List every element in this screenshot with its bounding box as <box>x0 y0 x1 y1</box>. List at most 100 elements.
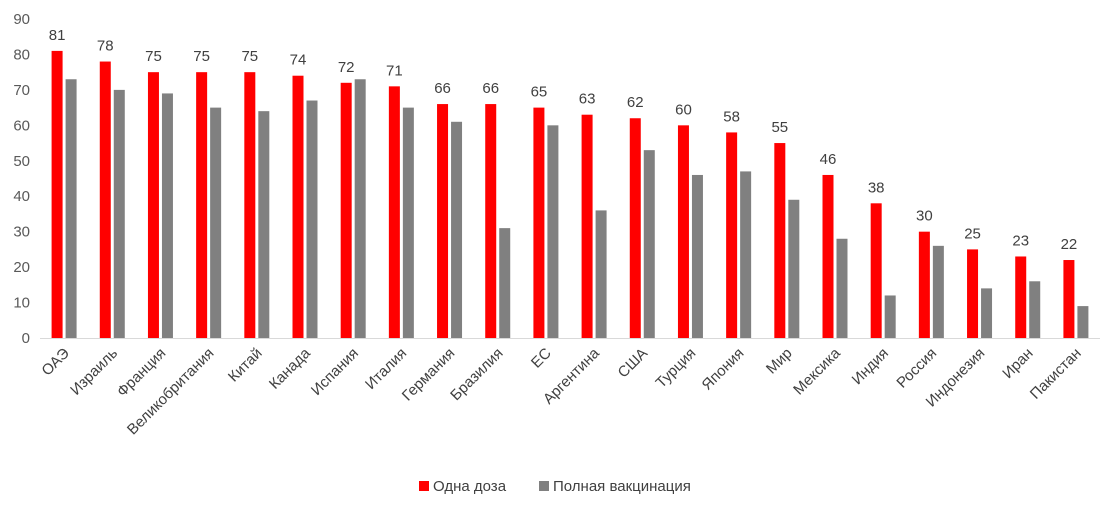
y-tick-label: 50 <box>13 153 30 170</box>
bar-full-vaccination <box>884 295 896 338</box>
legend: Одна доза Полная вакцинация <box>419 478 691 495</box>
bar-full-vaccination <box>306 100 318 339</box>
legend-label-one-dose: Одна доза <box>433 478 507 495</box>
category-label: Китай <box>225 345 266 386</box>
data-label: 78 <box>97 38 114 55</box>
y-tick-label: 0 <box>22 330 30 347</box>
data-label: 60 <box>675 101 692 118</box>
category-label: Мир <box>763 345 796 378</box>
bar-full-vaccination <box>65 79 77 338</box>
category-label: США <box>615 345 651 381</box>
category-label: Иран <box>999 345 1036 382</box>
legend-swatch-one-dose <box>419 481 429 491</box>
category-label: Турция <box>653 345 700 392</box>
category-label: ЕС <box>528 345 555 372</box>
data-label: 71 <box>386 62 403 79</box>
category-label: Бразилия <box>447 345 506 404</box>
bar-full-vaccination <box>161 93 173 338</box>
category-label: Пакистан <box>1027 345 1085 403</box>
data-label: 75 <box>193 48 210 65</box>
category-label: Россия <box>893 345 940 392</box>
data-label: 65 <box>531 84 548 101</box>
bar-full-vaccination <box>451 121 463 339</box>
y-axis: 0 10 20 30 40 50 60 70 80 90 <box>13 11 30 347</box>
bar-one-dose <box>774 143 786 338</box>
bar-full-vaccination <box>547 125 559 338</box>
y-tick-label: 20 <box>13 259 30 276</box>
category-label: Италия <box>362 345 410 393</box>
category-label: Канада <box>266 344 314 392</box>
bar-full-vaccination <box>643 150 655 338</box>
bar-full-vaccination <box>788 199 800 338</box>
data-label: 66 <box>482 80 499 97</box>
y-tick-label: 80 <box>13 46 30 63</box>
bar-full-vaccination <box>402 107 414 338</box>
data-label: 46 <box>820 151 837 168</box>
category-label: Израиль <box>67 345 121 399</box>
bar-full-vaccination <box>595 210 607 338</box>
bar-full-vaccination <box>740 171 752 338</box>
data-label: 25 <box>964 225 981 242</box>
bar-one-dose <box>340 82 352 338</box>
data-label: 55 <box>771 119 788 136</box>
bar-full-vaccination <box>1029 281 1041 338</box>
bar-full-vaccination <box>354 79 366 338</box>
y-tick-label: 10 <box>13 295 30 312</box>
data-label: 30 <box>916 208 933 225</box>
bar-full-vaccination <box>258 111 270 339</box>
data-label: 75 <box>241 48 258 65</box>
bar-one-dose <box>147 72 159 339</box>
data-labels-group: 81 78 75 75 75 74 72 71 66 66 65 63 62 60 58 55 46 38 30 25… <box>49 27 1078 253</box>
legend-label-full-vaccination: Полная вакцинация <box>553 478 691 495</box>
bar-full-vaccination <box>113 89 125 338</box>
bar-one-dose <box>870 203 882 338</box>
category-label: Индия <box>849 345 892 388</box>
data-label: 66 <box>434 80 451 97</box>
data-label: 62 <box>627 94 644 111</box>
legend-swatch-full-vaccination <box>539 481 549 491</box>
bar-one-dose <box>485 104 497 338</box>
data-label: 23 <box>1012 232 1029 249</box>
bar-one-dose <box>437 104 449 338</box>
category-label: Япония <box>699 345 748 394</box>
bar-full-vaccination <box>836 238 848 338</box>
bar-one-dose <box>726 132 738 338</box>
y-tick-label: 90 <box>13 11 30 28</box>
data-label: 72 <box>338 59 355 76</box>
bar-one-dose <box>196 72 208 339</box>
data-label: 38 <box>868 179 885 196</box>
data-label: 74 <box>290 52 307 69</box>
bar-one-dose <box>99 61 111 339</box>
bar-one-dose <box>1063 260 1075 338</box>
bar-one-dose <box>581 114 593 338</box>
data-label: 63 <box>579 91 596 108</box>
bars-group <box>51 50 1089 339</box>
category-label: Великобритания <box>124 345 217 438</box>
bar-one-dose <box>822 174 834 338</box>
bar-one-dose <box>918 231 930 338</box>
bar-one-dose <box>629 118 641 338</box>
bar-full-vaccination <box>932 245 944 338</box>
bar-one-dose <box>967 249 979 338</box>
y-tick-label: 30 <box>13 224 30 241</box>
data-label: 81 <box>49 27 66 44</box>
data-label: 22 <box>1061 236 1078 253</box>
bar-one-dose <box>388 86 400 338</box>
bar-one-dose <box>1015 256 1027 338</box>
category-label: Мексика <box>790 344 844 398</box>
bar-full-vaccination <box>691 174 703 338</box>
bar-full-vaccination <box>210 107 222 338</box>
category-label: ОАЭ <box>38 345 73 380</box>
y-tick-label: 40 <box>13 188 30 205</box>
bar-one-dose <box>244 72 256 339</box>
category-label: Испания <box>308 345 362 399</box>
bar-full-vaccination <box>1077 306 1089 338</box>
data-label: 58 <box>723 108 740 125</box>
bar-one-dose <box>533 107 545 338</box>
bar-one-dose <box>677 125 689 338</box>
y-tick-label: 70 <box>13 82 30 99</box>
bar-one-dose <box>292 75 304 338</box>
bar-full-vaccination <box>499 228 511 338</box>
